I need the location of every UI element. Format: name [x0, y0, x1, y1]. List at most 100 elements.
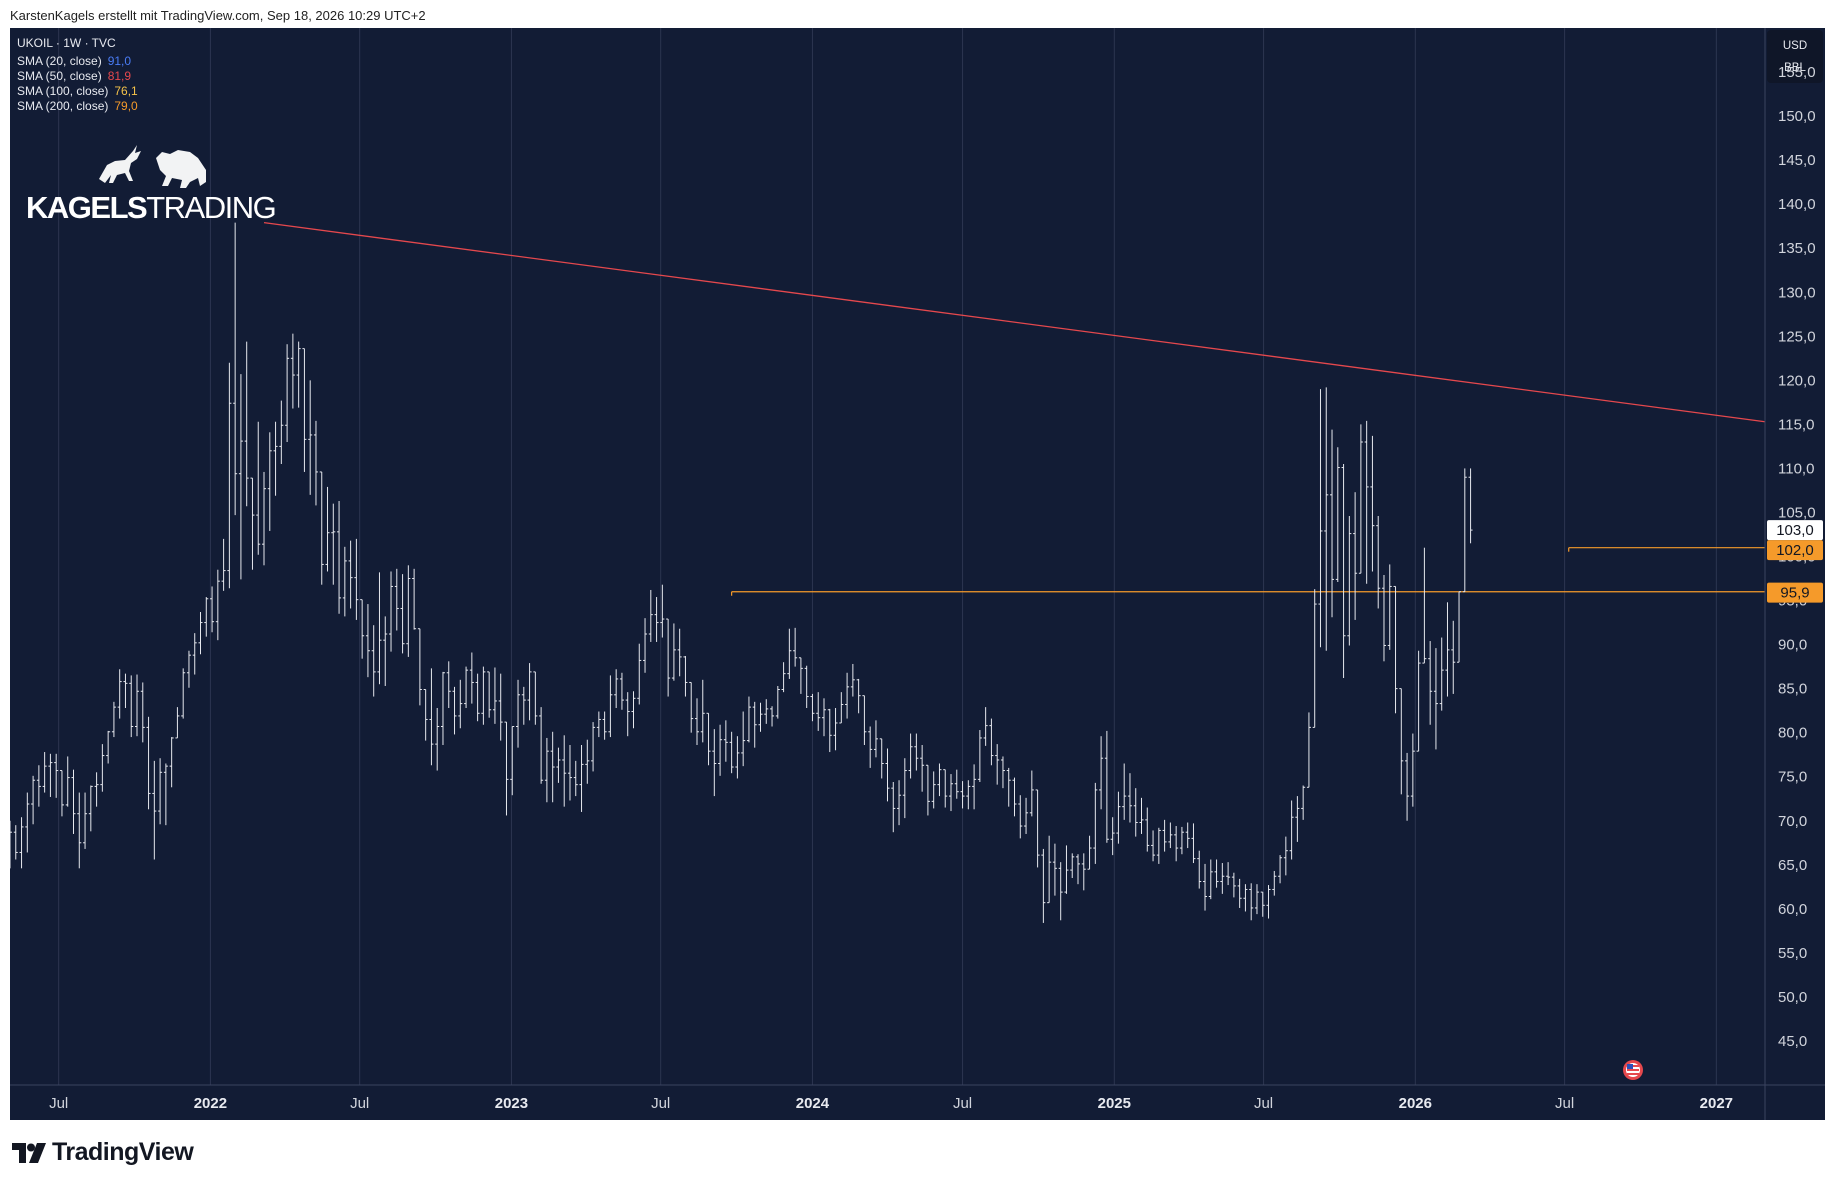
ohlc-bar: [106, 730, 111, 764]
ohlc-bar: [331, 503, 336, 585]
currency-code: USD: [1783, 40, 1807, 52]
price-tick-label: 55,0: [1778, 945, 1807, 962]
time-axis[interactable]: Jul 2022 Jul 2023 Jul 2024 Jul 2025 Jul 2026 Jul 20…: [10, 1084, 1825, 1112]
price-tick-label: 145,0: [1778, 152, 1816, 169]
ohlc-bar: [48, 753, 53, 797]
price-tick-label: 50,0: [1778, 989, 1807, 1006]
ohlc-bar: [389, 571, 394, 652]
price-tick-label: 135,0: [1778, 240, 1816, 257]
indicator-legend-row: SMA (20, close) 91,0: [17, 54, 131, 68]
time-tick-label: 2027: [1700, 1095, 1733, 1112]
ohlc-bar: [949, 774, 954, 812]
ohlc-bar: [129, 675, 134, 738]
ohlc-bar: [1249, 883, 1254, 921]
ohlc-bar: [250, 477, 255, 570]
price-tag: 95,9: [1767, 582, 1823, 603]
ohlc-bar: [1162, 819, 1167, 852]
ohlc-bar: [1139, 797, 1144, 834]
ohlc-bar: [1087, 835, 1092, 870]
ohlc-bar: [1064, 845, 1069, 894]
ohlc-bar: [279, 400, 284, 465]
ohlc-bar: [556, 747, 561, 783]
ohlc-bar: [227, 362, 232, 589]
price-chart[interactable]: UKOIL · 1W · TVC SMA (20, close) 91,0SMA …: [10, 28, 1825, 1120]
ohlc-bar: [308, 380, 313, 495]
ohlc-bar: [313, 420, 318, 506]
us-flag-event-icon[interactable]: [1623, 1060, 1643, 1080]
ohlc-bar: [1272, 870, 1277, 896]
price-tick-label: 155,0: [1778, 64, 1816, 81]
ohlc-bar: [383, 616, 388, 686]
ohlc-bar: [192, 633, 197, 675]
price-axis[interactable]: USD BBL 45,0 50,0 55,0 60,0 65,0 70,0 75,0 80,0…: [1764, 28, 1823, 1120]
ohlc-bar: [521, 686, 526, 725]
tradingview-logo[interactable]: TradingView: [12, 1138, 194, 1167]
ohlc-bar: [1174, 826, 1179, 862]
ohlc-bar: [464, 666, 469, 709]
ohlc-bar: [544, 737, 549, 803]
ohlc-bar: [914, 733, 919, 771]
price-tag: 102,0: [1767, 540, 1823, 561]
currency-box[interactable]: [1767, 30, 1823, 83]
ohlc-bar: [1122, 763, 1127, 820]
ohlc-bar: [567, 744, 572, 801]
ohlc-bar: [319, 471, 324, 585]
ohlc-bar: [440, 671, 445, 745]
price-tick-label: 45,0: [1778, 1033, 1807, 1050]
ohlc-bar: [267, 432, 272, 531]
time-tick-label: Jul: [953, 1095, 972, 1112]
indicator-value: 79,0: [114, 99, 138, 113]
ohlc-bar: [360, 599, 365, 659]
ohlc-bar: [1422, 547, 1427, 664]
ohlc-bar: [406, 565, 411, 657]
ohlc-bar: [273, 421, 278, 496]
ohlc-bar: [10, 820, 12, 869]
ohlc-bar: [1145, 807, 1150, 852]
ohlc-bar: [1393, 585, 1398, 714]
ohlc-bar: [1156, 827, 1161, 864]
ohlc-bar: [1070, 853, 1075, 879]
chart-area[interactable]: UKOIL · 1W · TVC SMA (20, close) 91,0 SMA …: [10, 28, 1825, 1120]
ohlc-bar: [423, 689, 428, 741]
ohlc-bar: [481, 666, 486, 725]
ohlc-bar: [643, 618, 648, 673]
price-tag-label: 95,9: [1780, 585, 1809, 602]
plot-background: [10, 28, 1825, 1120]
ohlc-bar: [1295, 796, 1300, 842]
ohlc-bar: [1260, 891, 1265, 917]
ohlc-bar: [146, 716, 151, 810]
indicator-value: 81,9: [108, 69, 132, 83]
ohlc-bar: [654, 597, 659, 642]
ohlc-bar: [94, 772, 99, 807]
ohlc-bar: [845, 672, 850, 719]
ohlc-bar: [700, 679, 705, 743]
ohlc-bar: [729, 731, 734, 774]
time-tick-label: Jul: [1254, 1095, 1273, 1112]
ohlc-bar: [1330, 429, 1335, 618]
ohlc-bar: [290, 333, 295, 409]
ohlc-bar: [342, 546, 347, 617]
price-tick-label: 85,0: [1778, 681, 1807, 698]
ohlc-bar: [498, 673, 503, 741]
ohlc-bar: [902, 758, 907, 819]
price-tick-label: 105,0: [1778, 504, 1816, 521]
ohlc-bar: [804, 665, 809, 709]
chart-header: KarstenKagels erstellt mit TradingView.c…: [10, 8, 426, 23]
ohlc-bar: [123, 673, 128, 709]
ohlc-bar: [885, 748, 890, 802]
ohlc-bar: [1179, 826, 1184, 855]
ohlc-bar: [163, 763, 168, 826]
ohlc-bar: [596, 711, 601, 738]
ohlc-bar: [452, 686, 457, 735]
indicator-label: SMA (100, close): [17, 84, 108, 98]
ohlc-bar: [1000, 756, 1005, 789]
price-tag-label: 103,0: [1776, 522, 1814, 539]
ohlc-bar: [262, 471, 267, 566]
ohlc-bar: [111, 701, 116, 738]
price-tick-label: 110,0: [1778, 460, 1814, 477]
ohlc-bar: [1341, 464, 1346, 679]
tradingview-icon: [12, 1142, 46, 1163]
ohlc-bar: [850, 663, 855, 697]
ohlc-bar: [1306, 712, 1311, 788]
ohlc-bar: [1451, 620, 1456, 694]
